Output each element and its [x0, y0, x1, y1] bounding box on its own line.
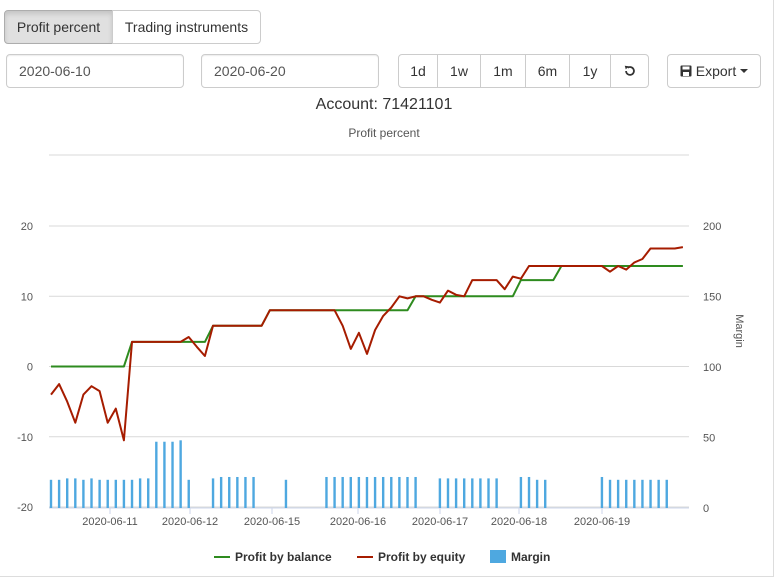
export-button[interactable]: Export [667, 54, 761, 88]
undo-icon [624, 65, 635, 76]
tab-trading-instruments[interactable]: Trading instruments [112, 10, 261, 44]
range-1m-button[interactable]: 1m [480, 54, 526, 88]
floppy-disk-icon [680, 65, 692, 77]
date-to-input[interactable]: 2020-06-20 [201, 54, 379, 88]
tab-profit-percent[interactable]: Profit percent [4, 10, 113, 44]
caret-down-icon [740, 69, 749, 73]
range-1d-button[interactable]: 1d [398, 54, 438, 88]
reset-button[interactable] [610, 54, 649, 88]
range-1y-button[interactable]: 1y [569, 54, 611, 88]
date-from-input[interactable]: 2020-06-10 [6, 54, 184, 88]
range-6m-button[interactable]: 6m [525, 54, 570, 88]
export-label: Export [695, 63, 737, 79]
range-1w-button[interactable]: 1w [437, 54, 481, 88]
